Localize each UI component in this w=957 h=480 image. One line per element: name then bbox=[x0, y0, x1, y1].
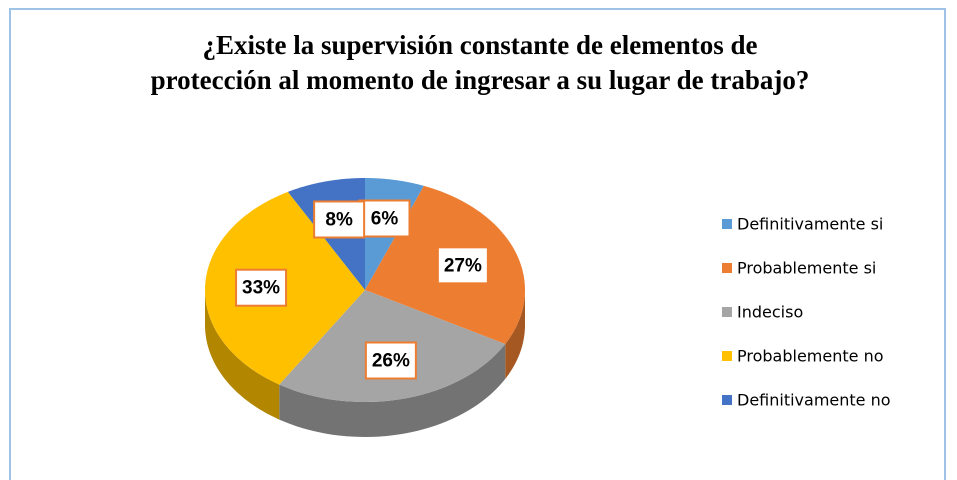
legend-swatch bbox=[722, 307, 732, 317]
legend-label: Probablemente si bbox=[737, 259, 876, 278]
data-label: 6% bbox=[371, 209, 399, 230]
data-label-box bbox=[364, 341, 417, 380]
data-label-box bbox=[313, 200, 366, 239]
legend-swatch bbox=[722, 351, 732, 361]
data-label-box bbox=[235, 268, 288, 307]
data-label: 33% bbox=[242, 278, 280, 299]
legend-label: Definitivamente si bbox=[737, 215, 883, 234]
slice-side bbox=[205, 290, 280, 420]
legend-swatch bbox=[722, 263, 732, 273]
legend-label: Probablemente no bbox=[737, 347, 884, 366]
slice-side bbox=[505, 290, 525, 379]
data-label: 26% bbox=[372, 351, 410, 372]
legend-swatch bbox=[722, 395, 732, 405]
data-label-box bbox=[436, 246, 489, 285]
slice-side bbox=[279, 343, 506, 437]
legend-label: Definitivamente no bbox=[737, 391, 891, 410]
legend-label: Indeciso bbox=[737, 303, 803, 322]
chart-title-text: ¿Existe la supervisión constante de elem… bbox=[151, 30, 810, 95]
legend-swatch bbox=[722, 219, 732, 229]
data-label: 8% bbox=[325, 210, 353, 231]
chart-title: ¿Existe la supervisión constante de elem… bbox=[151, 30, 810, 95]
data-label: 27% bbox=[444, 255, 482, 276]
